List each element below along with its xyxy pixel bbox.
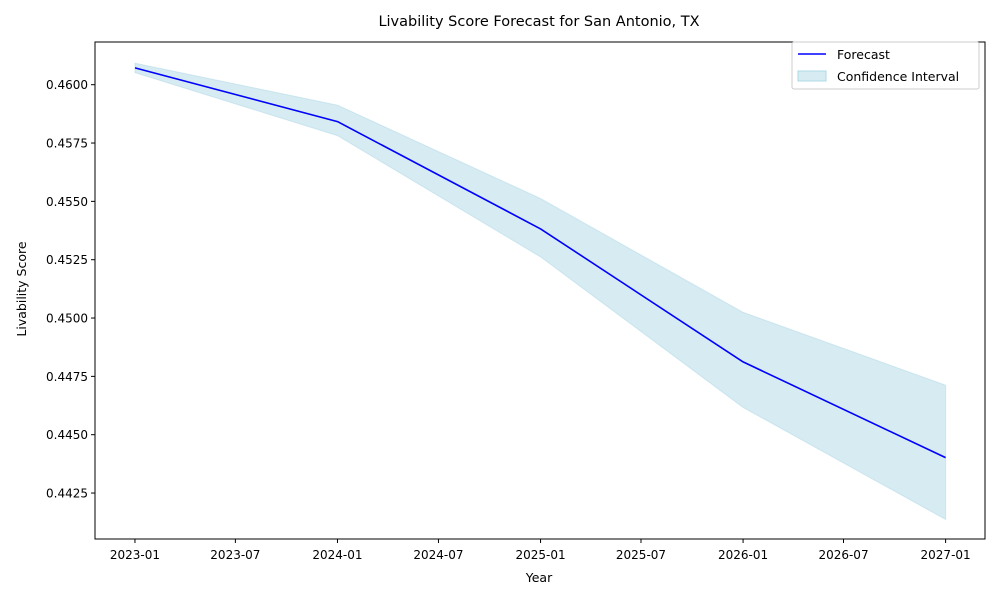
x-tick-label: 2024-01 (312, 548, 362, 562)
x-tick-label: 2023-01 (110, 548, 160, 562)
y-tick-label: 0.4425 (46, 487, 88, 501)
y-tick-label: 0.4525 (46, 253, 88, 267)
y-tick-label: 0.4550 (46, 195, 88, 209)
confidence-interval-band (134, 62, 947, 521)
y-tick-label: 0.4600 (46, 78, 88, 92)
y-tick-label: 0.4500 (46, 312, 88, 326)
plot-area (94, 41, 986, 540)
x-tick-label: 2025-01 (515, 548, 565, 562)
x-tick-label: 2023-07 (210, 548, 260, 562)
x-tick-label: 2026-01 (718, 548, 768, 562)
y-axis-label: Livability Score (14, 241, 29, 336)
x-tick-label: 2026-07 (818, 548, 868, 562)
y-tick-label: 0.4450 (46, 428, 88, 442)
x-axis-label: Year (525, 570, 553, 585)
x-tick-label: 2024-07 (413, 548, 463, 562)
y-tick-label: 0.4475 (46, 370, 88, 384)
legend-confidence-interval-label: Confidence Interval (837, 69, 959, 84)
x-tick-label: 2027-01 (921, 548, 971, 562)
legend: Forecast Confidence Interval (791, 41, 980, 90)
legend-confidence-interval-swatch (797, 70, 827, 82)
legend-box (791, 41, 980, 90)
x-tick-label: 2025-07 (616, 548, 666, 562)
y-tick-label: 0.4575 (46, 137, 88, 151)
y-axis-ticks: 0.4425 0.4450 0.4475 0.4500 0.4525 0.4550 0.45… (46, 78, 95, 501)
chart-title: Livability Score Forecast for San Antoni… (378, 14, 699, 30)
plot-frame (94, 41, 986, 540)
legend-forecast-label: Forecast (837, 47, 890, 62)
forecast-line (134, 67, 946, 459)
x-axis-ticks: 2023-01 2023-07 2024-01 2024-07 2025-01 2025-… (110, 539, 971, 562)
